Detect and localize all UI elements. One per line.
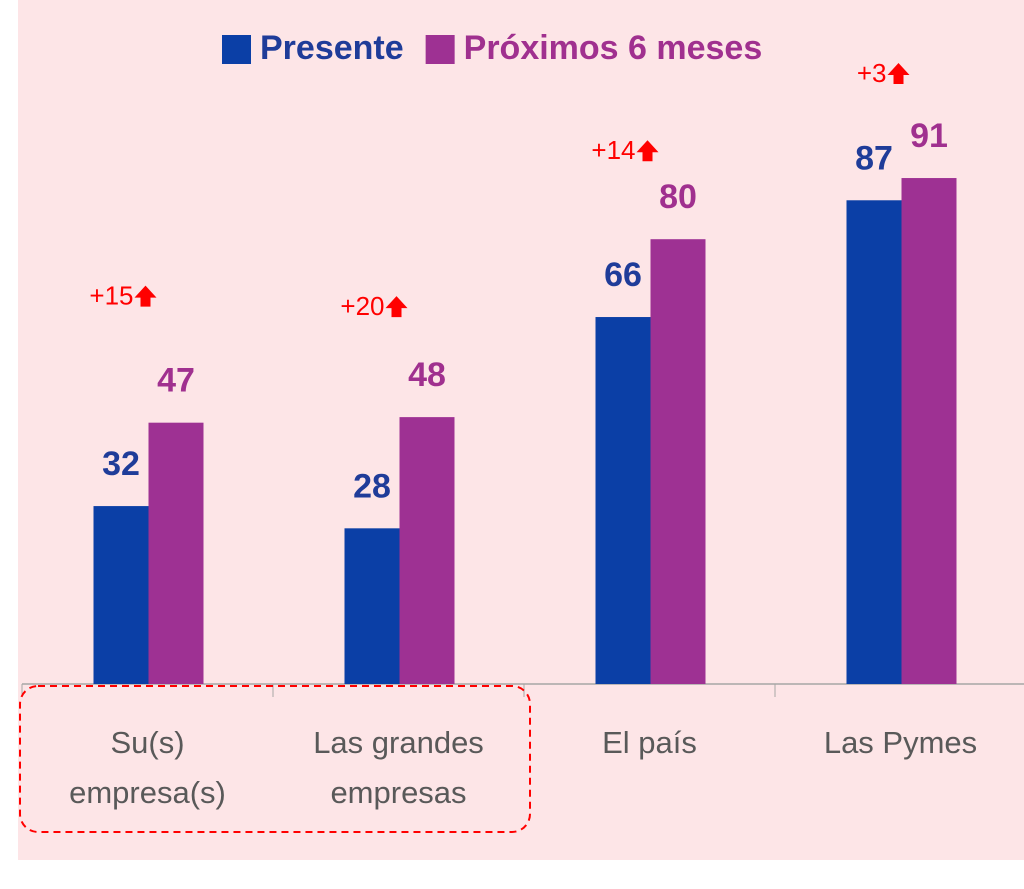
x-tick-label: Las Pymes — [823, 725, 978, 760]
value-label: 66 — [604, 256, 642, 294]
bar — [846, 200, 902, 684]
bar — [148, 422, 204, 684]
annotation: +14 — [591, 135, 635, 165]
bar — [595, 317, 651, 684]
legend-label: Presente — [260, 29, 404, 67]
annotation: +15 — [89, 281, 133, 311]
bar — [93, 506, 149, 684]
annotation-arrow — [636, 140, 659, 162]
bar — [901, 178, 957, 685]
x-tick-label: Las grandes empresas — [313, 725, 484, 810]
legend-label: Próximos 6 meses — [464, 29, 763, 67]
value-label: 80 — [659, 178, 697, 216]
highlight-box — [19, 685, 531, 833]
bar — [344, 528, 400, 684]
x-tick-label: El país — [602, 725, 697, 760]
value-label: 48 — [408, 356, 446, 394]
bar — [399, 417, 455, 684]
annotation-arrow — [887, 63, 910, 85]
annotation-arrow — [134, 285, 157, 307]
value-label: 32 — [102, 445, 140, 483]
annotation: +20 — [340, 291, 384, 321]
legend-swatch — [425, 35, 455, 64]
bar — [650, 239, 706, 684]
value-label: 28 — [353, 467, 391, 505]
value-label: 47 — [157, 362, 195, 400]
value-label: 87 — [855, 139, 893, 177]
annotation: +3 — [857, 58, 887, 88]
x-tick-label: Su(s) empresa(s) — [69, 725, 226, 810]
annotation-arrow — [385, 296, 408, 318]
value-label: 91 — [910, 117, 948, 155]
legend-swatch — [222, 35, 251, 64]
